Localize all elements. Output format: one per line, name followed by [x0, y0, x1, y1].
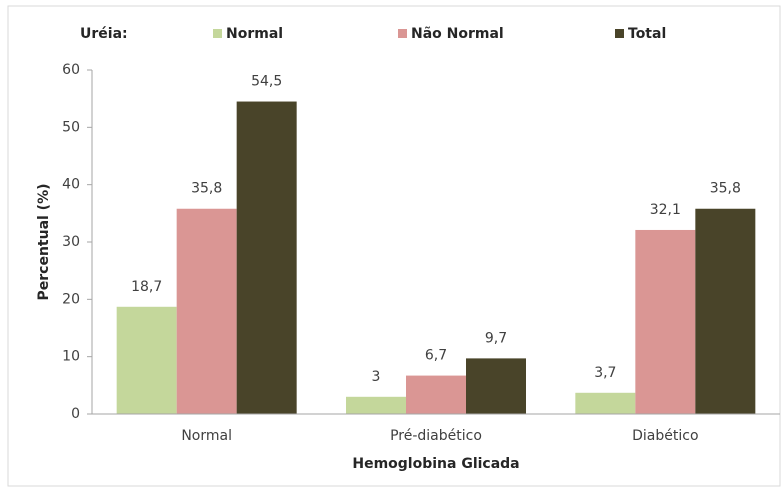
bar: [575, 392, 636, 414]
y-tick-label: 40: [62, 177, 80, 193]
data-label: 35,8: [710, 181, 741, 197]
y-tick-label: 30: [62, 234, 80, 250]
bar: [635, 229, 696, 414]
legend-label: Total: [628, 26, 666, 42]
y-tick-label: 20: [62, 291, 80, 307]
data-label: 18,7: [131, 279, 162, 295]
y-tick-label: 60: [62, 62, 80, 78]
y-tick-label: 10: [62, 349, 80, 365]
legend-swatch: [213, 29, 222, 38]
data-label: 6,7: [425, 348, 447, 364]
x-tick-label: Diabético: [632, 428, 698, 444]
x-axis-label: Hemoglobina Glicada: [352, 456, 519, 472]
bar: [176, 208, 237, 414]
y-tick-label: 0: [71, 406, 80, 422]
legend-title: Uréia:: [80, 26, 128, 42]
legend-swatch: [398, 29, 407, 38]
bar: [346, 396, 406, 414]
y-axis-label: Percentual (%): [36, 183, 52, 300]
legend-label: Normal: [226, 26, 283, 42]
bar: [236, 101, 297, 415]
data-label: 54,5: [251, 74, 282, 90]
y-tick-label: 50: [62, 119, 80, 135]
data-label: 3: [372, 369, 381, 385]
bar: [466, 358, 526, 414]
data-label: 3,7: [594, 365, 616, 381]
legend-swatch: [615, 29, 624, 38]
legend-label: Não Normal: [411, 26, 504, 42]
bar: [695, 208, 756, 414]
data-label: 35,8: [191, 181, 222, 197]
x-tick-label: Pré-diabético: [390, 428, 482, 444]
bar: [116, 306, 177, 414]
data-label: 32,1: [650, 202, 681, 218]
bar: [406, 375, 466, 414]
data-label: 9,7: [485, 330, 507, 346]
x-tick-label: Normal: [181, 428, 232, 444]
